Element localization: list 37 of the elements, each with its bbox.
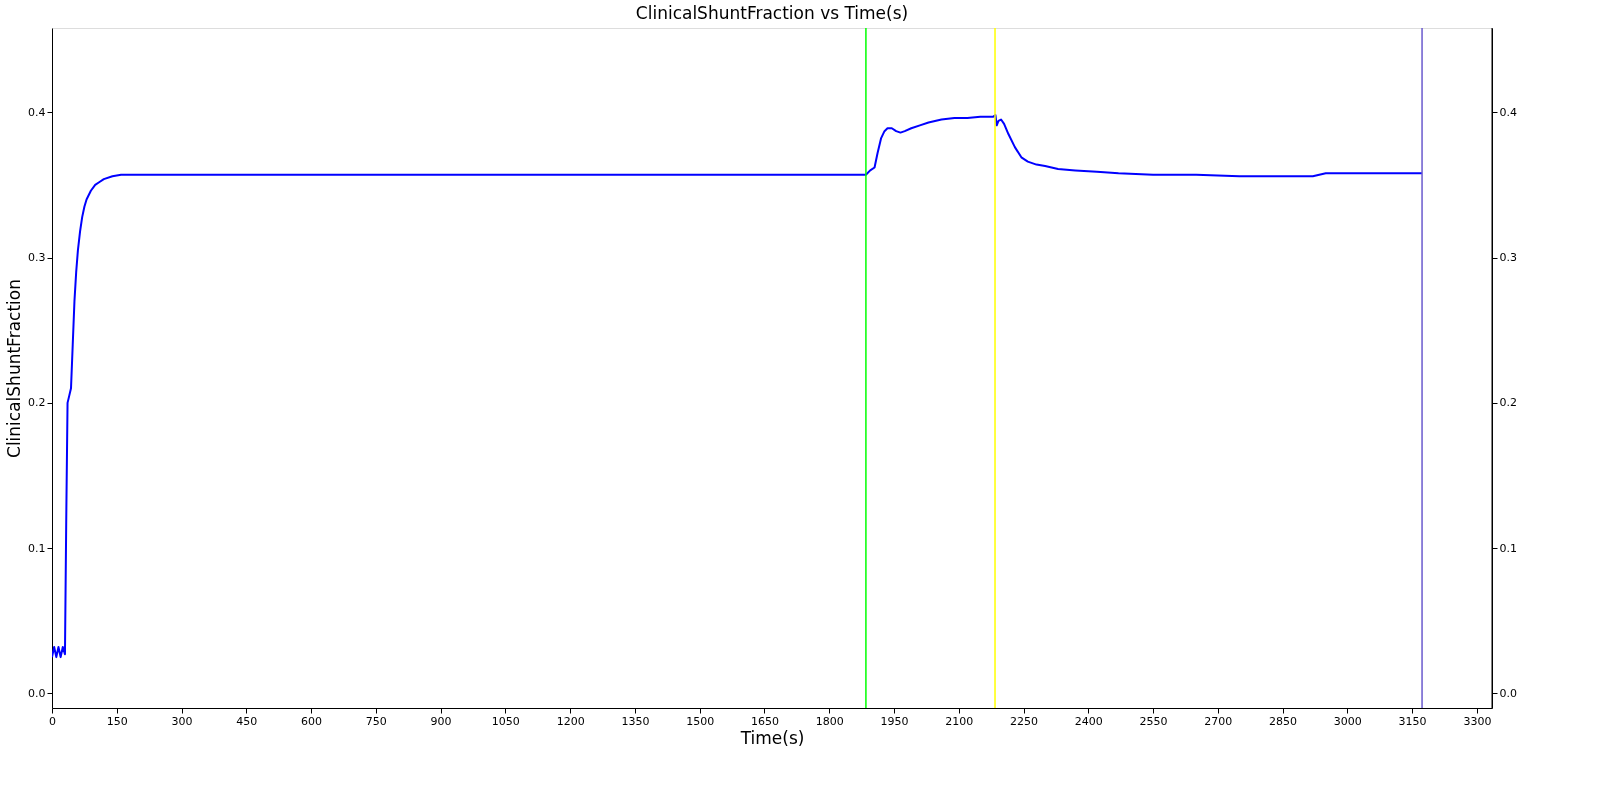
y2-tick-label: 0.4 bbox=[1499, 105, 1517, 119]
y-tick-label: 0.0 bbox=[28, 686, 46, 700]
y-tick-label: 0.2 bbox=[28, 396, 46, 410]
x-tick-label: 1350 bbox=[621, 714, 650, 728]
y2-tick-label: 0.1 bbox=[1499, 541, 1517, 555]
x-tick-label: 1800 bbox=[815, 714, 844, 728]
y-axis-title: ClinicalShuntFraction bbox=[4, 279, 25, 458]
x-tick-label: 600 bbox=[301, 714, 323, 728]
x-tick-label: 2700 bbox=[1204, 714, 1233, 728]
y-tick-label: 0.1 bbox=[28, 541, 46, 555]
y2-tick-label: 0.0 bbox=[1499, 686, 1517, 700]
x-tick-label: 1200 bbox=[556, 714, 585, 728]
x-tick-label: 300 bbox=[171, 714, 193, 728]
x-tick-label: 2250 bbox=[1010, 714, 1039, 728]
x-tick-label: 750 bbox=[365, 714, 387, 728]
x-tick-label: 450 bbox=[236, 714, 258, 728]
x-tick-label: 2400 bbox=[1074, 714, 1103, 728]
x-tick-label: 1650 bbox=[750, 714, 779, 728]
x-tick-label: 2100 bbox=[945, 714, 974, 728]
line-series bbox=[52, 114, 1424, 659]
y-tick-label: 0.3 bbox=[28, 251, 46, 265]
x-tick-label: 1050 bbox=[491, 714, 520, 728]
y2-tick-label: 0.3 bbox=[1499, 251, 1517, 265]
chart-title: ClinicalShuntFraction vs Time(s) bbox=[635, 3, 909, 24]
x-tick-label: 150 bbox=[106, 714, 128, 728]
x-tick-label: 2850 bbox=[1269, 714, 1298, 728]
x-tick-label: 1500 bbox=[686, 714, 715, 728]
x-tick-label: 2550 bbox=[1139, 714, 1168, 728]
x-tick-label: 0 bbox=[49, 714, 56, 728]
y2-tick-label: 0.2 bbox=[1499, 396, 1517, 410]
x-tick-label: 3300 bbox=[1463, 714, 1492, 728]
x-tick-label: 3000 bbox=[1333, 714, 1362, 728]
x-axis-title: Time(s) bbox=[739, 727, 805, 748]
x-tick-label: 3150 bbox=[1398, 714, 1427, 728]
x-tick-label: 900 bbox=[430, 714, 452, 728]
x-tick-label: 1950 bbox=[880, 714, 909, 728]
y-tick-label: 0.4 bbox=[28, 105, 46, 119]
